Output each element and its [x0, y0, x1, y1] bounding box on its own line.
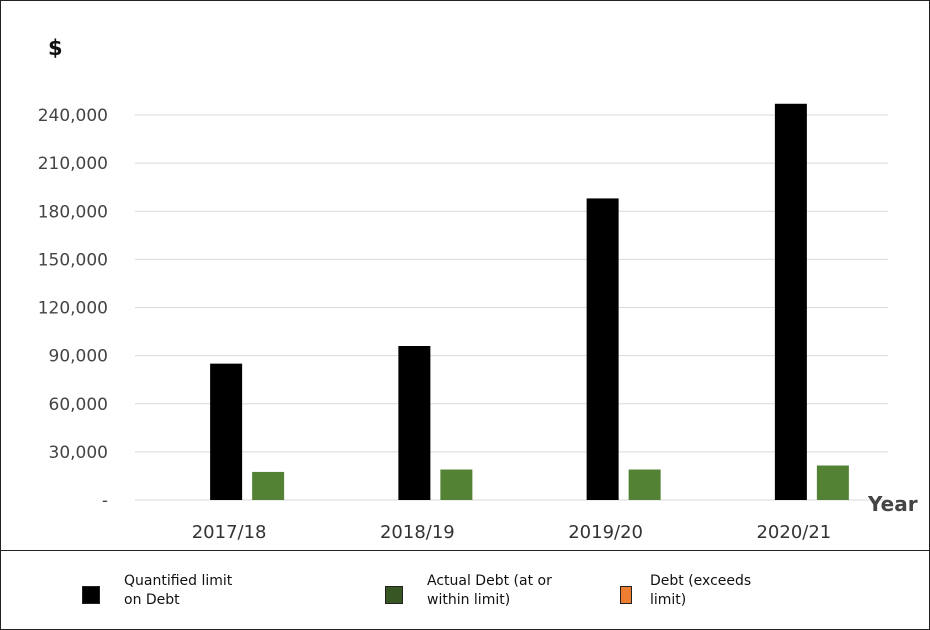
- x-tick-label: 2017/18: [192, 522, 267, 543]
- legend-item-quantified-limit: Quantified limit on Debt: [82, 572, 274, 610]
- legend-item-debt-exceeds: Debt (exceeds limit): [620, 572, 800, 610]
- legend-label-quantified-limit: Quantified limit on Debt: [124, 573, 233, 608]
- legend-label-actual-debt: Actual Debt (at or within limit): [427, 573, 552, 608]
- x-axis-label: Year: [867, 492, 918, 516]
- y-tick-label: 30,000: [49, 443, 108, 463]
- legend-label-debt-exceeds: Debt (exceeds limit): [650, 573, 752, 608]
- y-tick-label: 90,000: [49, 347, 108, 367]
- bar-quantified-limit: [210, 363, 243, 500]
- bar-actual-debt: [252, 471, 285, 500]
- legend-swatch-quantified-limit: [82, 586, 100, 604]
- y-tick-label: 210,000: [38, 154, 108, 174]
- x-tick-label: 2020/21: [756, 522, 831, 543]
- y-tick-label: 180,000: [38, 202, 108, 222]
- bar-quantified-limit: [586, 198, 619, 500]
- x-tick-label: 2018/19: [380, 522, 455, 543]
- y-tick-label: 60,000: [49, 395, 108, 415]
- y-tick-label: 240,000: [38, 106, 108, 126]
- bar-actual-debt: [816, 465, 849, 500]
- legend-swatch-debt-exceeds: [620, 586, 632, 604]
- y-axis-label: $: [48, 36, 63, 60]
- bar-actual-debt: [440, 469, 473, 500]
- bar-quantified-limit: [774, 103, 807, 500]
- legend-item-actual-debt: Actual Debt (at or within limit): [385, 572, 577, 610]
- y-tick-label: 120,000: [38, 299, 108, 319]
- y-tick-label: 150,000: [38, 250, 108, 270]
- bar-actual-debt: [628, 469, 661, 500]
- bar-chart: - 30,000 60,000 90,000 120,000 150,000 180,000…: [38, 36, 918, 543]
- legend-swatch-actual-debt: [385, 586, 403, 604]
- x-tick-label: 2019/20: [568, 522, 643, 543]
- legend-divider: [0, 550, 930, 551]
- bar-quantified-limit: [398, 346, 431, 500]
- y-tick-label: -: [102, 491, 108, 511]
